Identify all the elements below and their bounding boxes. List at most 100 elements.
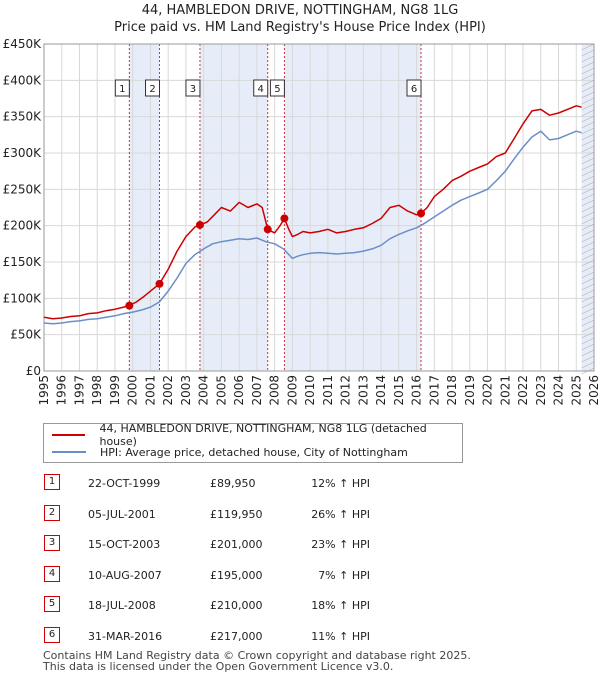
hatch-line: [581, 145, 595, 153]
hatch-line: [581, 265, 595, 273]
transaction-date: 31-MAR-2016: [88, 629, 163, 643]
transaction-price: £210,000: [210, 599, 263, 612]
x-tick-label: 2011: [321, 375, 335, 406]
x-tick-label: 2026: [587, 375, 600, 406]
shaded-range-4: [581, 44, 594, 371]
hatch-line: [581, 313, 595, 321]
shaded-range-3: [284, 44, 422, 371]
x-tick-label: 2002: [161, 375, 175, 406]
transaction-price: £89,950: [210, 477, 256, 490]
hatch-line: [581, 127, 595, 135]
x-tick-label: 2015: [392, 375, 406, 406]
x-tick-label: 2010: [303, 375, 317, 406]
sale-point-3: [195, 220, 204, 229]
hatch-line: [581, 217, 595, 225]
hatch-line: [581, 253, 595, 261]
x-tick-label: 1999: [108, 375, 122, 406]
hatch-line: [581, 133, 595, 141]
x-tick-label: 2009: [285, 375, 299, 406]
x-tick-label: 2023: [534, 375, 548, 406]
hatch-line: [581, 277, 595, 285]
hatch-line: [581, 79, 595, 87]
hatch-line: [581, 121, 595, 129]
transaction-price: £201,000: [210, 538, 263, 551]
hatch-line: [581, 271, 595, 279]
y-tick-label: £50K: [10, 328, 42, 342]
sale-label-box-3: [185, 79, 201, 97]
hatch-line: [581, 67, 595, 75]
hatch-line: [581, 343, 595, 351]
hatch-line: [581, 331, 595, 339]
transaction-date: 10-AUG-2007: [88, 568, 162, 582]
hatch-line: [581, 103, 595, 111]
y-tick-label: £200K: [3, 219, 43, 233]
x-tick-label: 2019: [463, 375, 477, 406]
sale-point-2: [155, 279, 164, 288]
x-tick-label: 2004: [197, 375, 211, 406]
x-tick-label: 2006: [232, 375, 246, 406]
hatch-line: [581, 55, 595, 63]
x-tick-label: 2000: [126, 375, 140, 406]
hatch-line: [581, 97, 595, 105]
transaction-hpi-change: 23% ↑ HPI: [311, 538, 370, 551]
hatch-line: [581, 307, 595, 315]
hatch-line: [581, 325, 595, 333]
transaction-number: 5: [44, 596, 60, 612]
hatch-line: [581, 349, 595, 357]
sale-label-5: 5: [274, 84, 280, 95]
hatch-line: [581, 355, 595, 363]
x-tick-label: 2005: [214, 375, 228, 406]
y-tick-label: £250K: [3, 182, 43, 196]
hatch-line: [581, 241, 595, 249]
sale-label-box-6: [406, 79, 422, 97]
legend-label-hpi: HPI: Average price, detached house, City…: [100, 445, 408, 459]
x-tick-label: 2008: [268, 375, 282, 406]
sale-point-6: [417, 209, 426, 218]
hatch-line: [581, 223, 595, 231]
hatch-line: [581, 157, 595, 165]
transaction-date: 05-JUL-2001: [88, 507, 156, 521]
x-tick-label: 2003: [179, 375, 193, 406]
y-tick-label: £0: [26, 364, 41, 378]
hatch-line: [581, 49, 595, 57]
sale-label-4: 4: [258, 84, 264, 95]
x-tick-label: 1996: [55, 375, 69, 406]
y-tick-label: £300K: [3, 146, 43, 160]
hatch-line: [581, 187, 595, 195]
hatch-line: [581, 211, 595, 219]
sale-label-box-5: [269, 79, 285, 97]
hatch-line: [581, 301, 595, 309]
chart-title: 44, HAMBLEDON DRIVE, NOTTINGHAM, NG8 1LG: [141, 3, 459, 18]
footer-copyright: Contains HM Land Registry data © Crown c…: [43, 649, 471, 662]
hatch-line: [581, 169, 595, 177]
chart-legend: 44, HAMBLEDON DRIVE, NOTTINGHAM, NG8 1LG…: [43, 422, 463, 463]
sale-label-box-1: [114, 79, 130, 97]
transaction-hpi-change: 11% ↑ HPI: [311, 629, 370, 643]
hatch-line: [581, 43, 595, 51]
sale-point-5: [280, 214, 289, 223]
legend-swatch-property: [52, 434, 86, 436]
hatch-line: [581, 205, 595, 213]
sale-label-6: 6: [411, 84, 417, 95]
series-line-hpi: [43, 130, 582, 325]
x-tick-label: 2022: [516, 375, 530, 406]
hatch-line: [581, 337, 595, 345]
x-tick-label: 2012: [339, 375, 353, 406]
transaction-number: 1: [44, 474, 60, 490]
sale-point-4: [263, 225, 272, 234]
hatch-line: [581, 175, 595, 183]
x-tick-label: 2016: [410, 375, 424, 406]
legend-entry-hpi: HPI: Average price, detached house, City…: [52, 444, 408, 460]
transaction-number: 2: [44, 504, 60, 521]
hatch-line: [581, 151, 595, 159]
hatch-line: [581, 61, 595, 69]
transaction-date: 15-OCT-2003: [88, 538, 161, 551]
x-tick-label: 2007: [250, 375, 264, 406]
hatch-line: [581, 115, 595, 123]
legend-entry-property: 44, HAMBLEDON DRIVE, NOTTINGHAM, NG8 1LG…: [52, 422, 462, 448]
x-tick-label: 2018: [445, 375, 459, 406]
transaction-price: £119,950: [210, 507, 263, 521]
x-tick-label: 2021: [498, 375, 512, 406]
transaction-hpi-change: 26% ↑ HPI: [311, 507, 370, 521]
hatch-line: [581, 295, 595, 303]
